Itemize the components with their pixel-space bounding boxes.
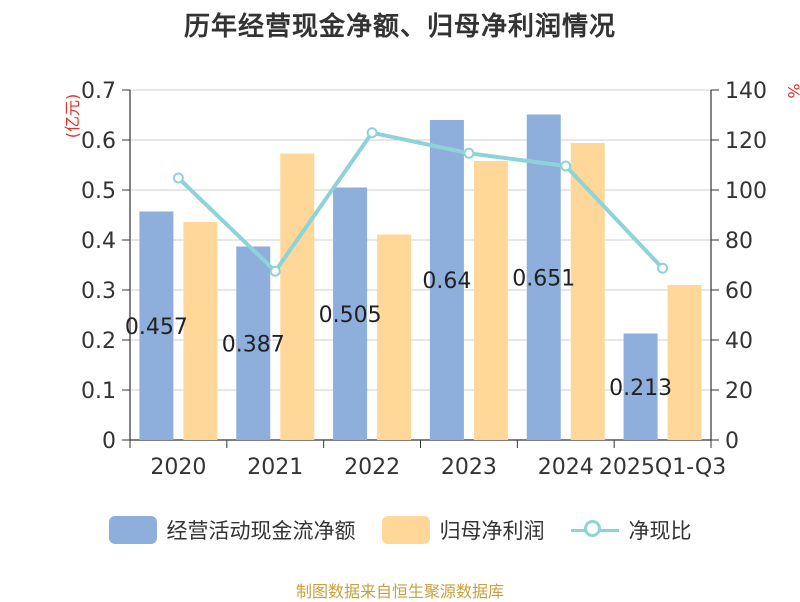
data-label-cashflow: 0.651 [512,266,575,291]
bar-cashflow [236,246,271,440]
y-right-tick-label: 20 [725,379,753,404]
y-right-tick-label: 80 [725,229,753,254]
legend-swatch-ratio [570,516,619,544]
y-left-axis-unit: (亿元) [63,94,82,139]
ratio-line [177,130,665,274]
y-left-tick-label: 0.7 [81,79,116,104]
bar-cashflow [526,114,561,440]
legend-label-ratio: 净现比 [628,519,692,543]
x-tick-label: 2020 [150,455,206,480]
x-tick-label: 2025Q1-Q3 [599,455,726,480]
ratio-point [463,147,475,159]
bar-profit [667,285,702,440]
y-left-tick-label: 0 [102,429,116,454]
y-right-tick-label: 0 [725,429,739,454]
legend-label-cashflow: 经营活动现金流净额 [166,519,356,543]
legend-item-cashflow[interactable]: 经营活动现金流净额 [108,515,356,545]
y-right-tick-label: 120 [725,129,767,154]
data-label-cashflow: 0.64 [422,269,471,294]
ratio-point [657,262,669,274]
data-label-cashflow: 0.457 [125,315,188,340]
legend-item-ratio[interactable]: 净现比 [570,515,692,545]
y-left-tick-label: 0.3 [81,279,116,304]
y-left-tick-label: 0.5 [81,179,116,204]
ratio-point [269,265,281,277]
y-right-tick-label: 40 [725,329,753,354]
legend: 经营活动现金流净额 归母净利润 净现比 [0,515,800,545]
legend-item-profit[interactable]: 归母净利润 [381,515,545,545]
data-label-cashflow: 0.213 [609,376,672,401]
x-tick-label: 2021 [247,455,303,480]
y-left-tick-label: 0.4 [81,229,116,254]
bar-profit [570,143,605,440]
y-left-tick-label: 0.2 [81,329,116,354]
y-left-tick-label: 0.1 [81,379,116,404]
ratio-point [366,127,378,139]
bar-cashflow [333,187,368,440]
y-right-tick-label: 140 [725,79,767,104]
legend-label-profit: 归母净利润 [439,519,545,543]
bar-profit [377,234,412,440]
y-right-tick-label: 100 [725,179,767,204]
legend-swatch-profit [381,516,430,544]
ratio-point [560,160,572,172]
ratio-point [172,172,184,184]
data-source-note: 制图数据来自恒生聚源数据库 [295,582,504,601]
data-label-cashflow: 0.505 [319,303,382,328]
bar-cashflow [429,120,464,440]
data-label-cashflow: 0.387 [222,332,285,357]
bar-profit [280,153,315,440]
bar-profit [183,222,218,440]
x-tick-label: 2022 [344,455,400,480]
chart-title: 历年经营现金净额、归母净利润情况 [183,12,616,42]
bar-profit [473,161,508,440]
y-right-axis-unit: % [784,83,800,98]
bar-cashflow [139,211,174,440]
x-tick-label: 2023 [441,455,497,480]
y-right-tick-label: 60 [725,279,753,304]
y-left-tick-label: 0.6 [81,129,116,154]
legend-swatch-cashflow [108,516,157,544]
x-tick-label: 2024 [538,455,594,480]
bar-cashflow [623,333,658,440]
